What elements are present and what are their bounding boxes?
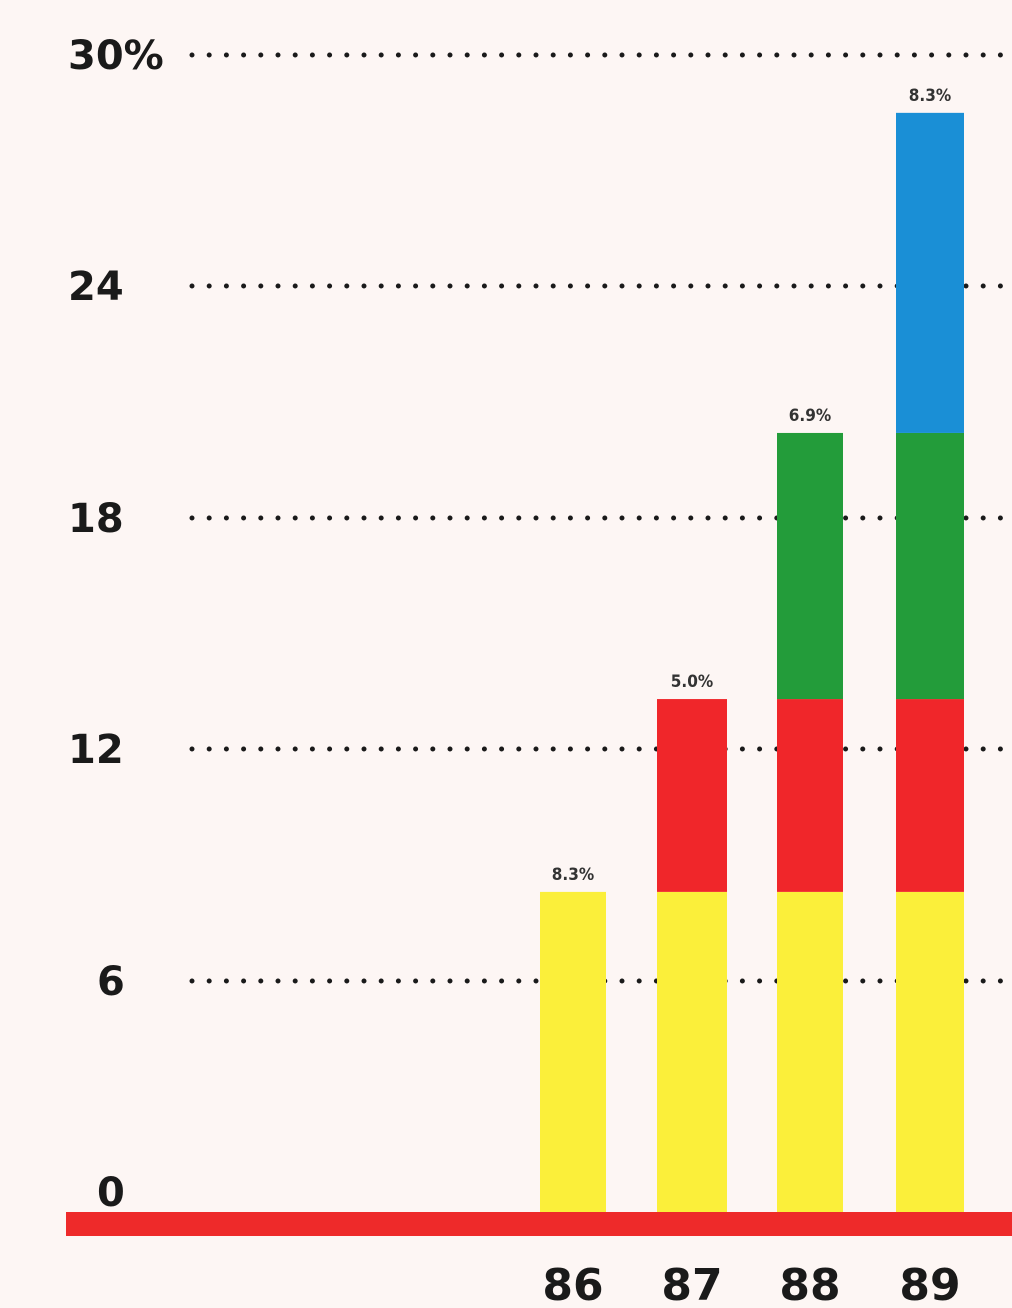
data-labels: 8.3% 5.0% 6.9% 8.3%	[552, 86, 951, 885]
bar-segment	[896, 112, 964, 433]
y-tick-label: 12	[68, 727, 124, 773]
y-axis-ticks: 0 6 12 18 24 30%	[68, 33, 164, 1216]
bar-segment	[657, 699, 727, 892]
bar-segment	[896, 699, 964, 892]
bar-segment	[777, 699, 843, 892]
x-tick-label: 88	[779, 1260, 840, 1308]
bars	[66, 112, 1012, 1236]
bar-segment	[540, 891, 606, 1212]
y-tick-label: 24	[68, 264, 124, 310]
bar-segment	[896, 432, 964, 700]
data-label: 5.0%	[671, 672, 713, 692]
y-tick-label: 6	[97, 959, 125, 1005]
bar-segment	[777, 432, 843, 700]
data-label: 6.9%	[789, 406, 831, 426]
y-tick-label: 0	[97, 1170, 125, 1216]
gridlines	[189, 52, 1011, 984]
data-label: 8.3%	[552, 865, 594, 885]
x-tick-label: 86	[542, 1260, 603, 1308]
x-tick-label: 87	[661, 1260, 722, 1308]
x-tick-label: 89	[899, 1260, 960, 1308]
bar-segment	[896, 891, 964, 1212]
y-tick-label: 18	[68, 496, 124, 542]
baseline-axis	[66, 1212, 1012, 1236]
bar-segment	[777, 891, 843, 1212]
y-tick-label: 30%	[68, 33, 164, 79]
x-axis-ticks: 86 87 88 89	[542, 1260, 960, 1308]
bar-segment	[657, 891, 727, 1212]
data-label: 8.3%	[909, 86, 951, 106]
